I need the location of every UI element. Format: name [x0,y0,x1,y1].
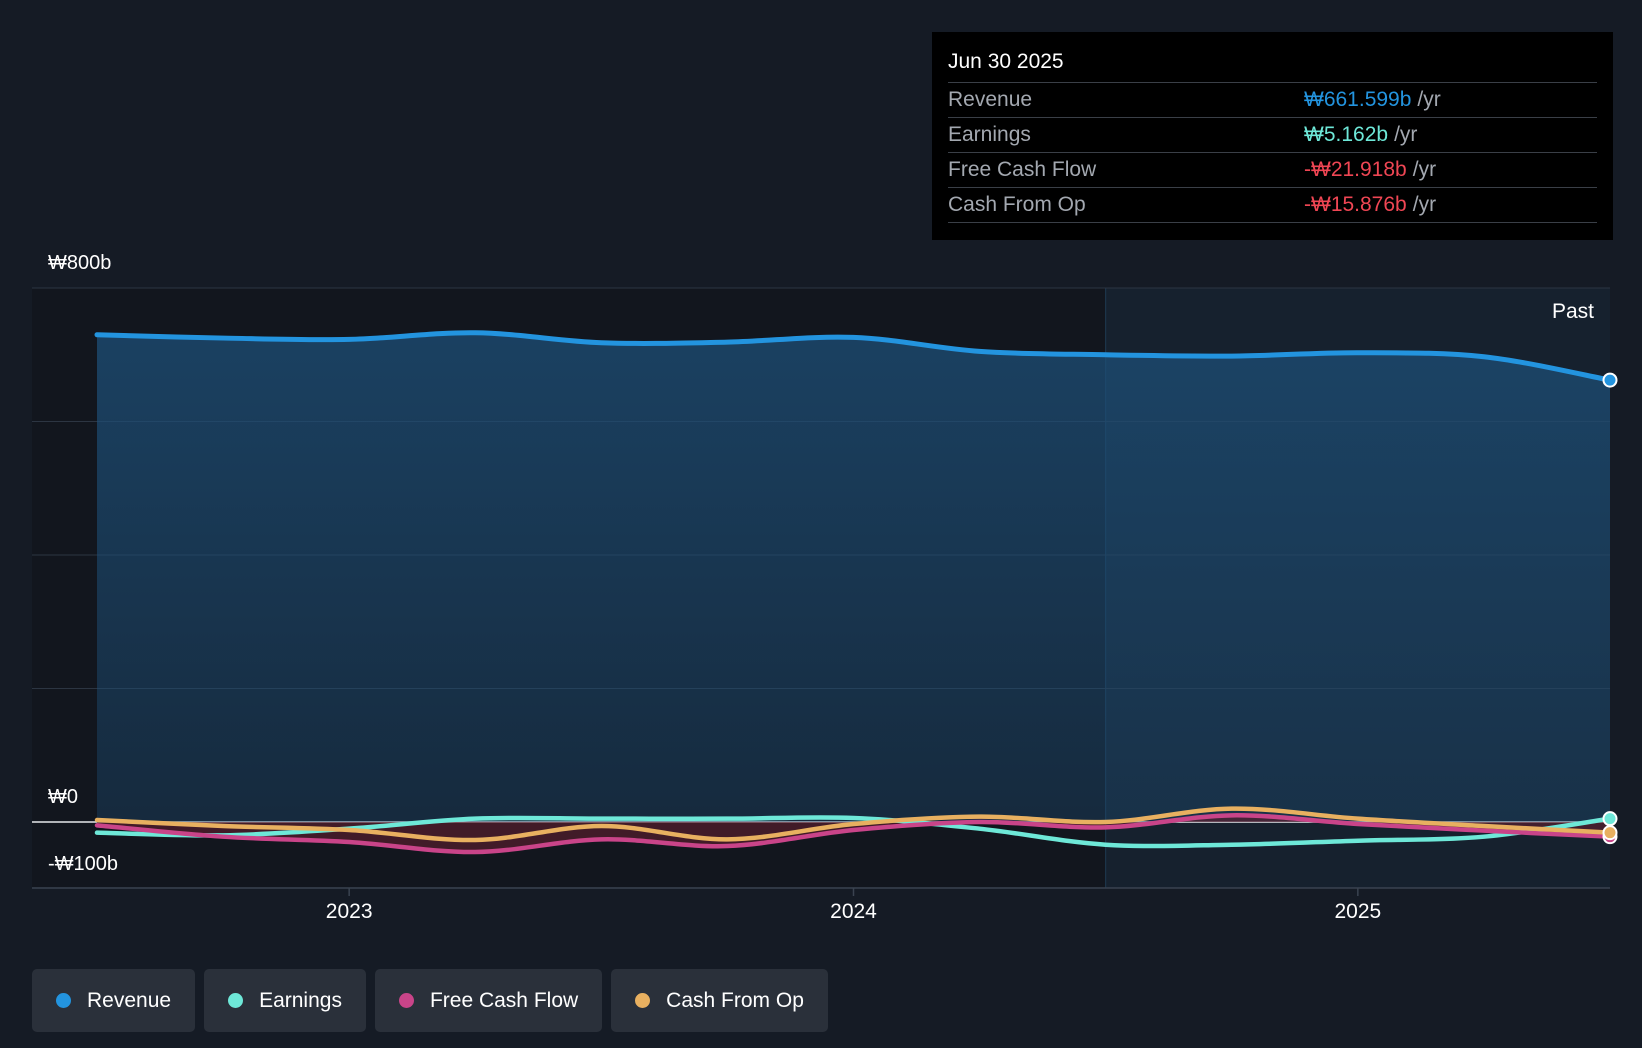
legend-label: Cash From Op [666,988,804,1012]
x-tick-label: 2023 [325,900,373,923]
y-tick-label-800: ₩800b [48,252,112,274]
end-marker-revenue [1602,372,1618,388]
end-markers [1602,372,1618,845]
legend-label: Revenue [87,988,172,1012]
cash-from-op-dot-icon [635,993,651,1008]
tooltip-row-value: ₩5.162b [1304,123,1389,146]
end-marker-cash-from-op [1602,825,1618,841]
tooltip-row-unit: /yr [1417,88,1441,111]
tooltip-row-revenue: Revenue ₩661.599b /yr [948,83,1597,118]
series-line-revenue [94,330,1613,383]
series-lines [94,330,1613,855]
tooltip-row-unit: /yr [1394,123,1418,146]
tooltip-row-earnings: Earnings ₩5.162b /yr [948,118,1597,153]
y-tick-label-0: ₩0 [48,786,78,808]
revenue-area [97,332,1610,822]
tooltip-row-cash-from-op: Cash From Op -₩15.876b /yr [948,188,1597,223]
tooltip-date: Jun 30 2025 [948,46,1597,83]
revenue-dot-icon [56,993,71,1008]
tooltip-row-value: -₩21.918b [1304,158,1407,181]
tooltip-row-unit: /yr [1412,158,1437,181]
tooltip-row-unit: /yr [1412,193,1437,216]
legend-item-cash-from-op[interactable]: Cash From Op [611,969,828,1032]
legend-item-free-cash-flow[interactable]: Free Cash Flow [374,969,603,1032]
tooltip-row-free-cash-flow: Free Cash Flow -₩21.918b /yr [948,153,1597,188]
tooltip-row-value: ₩661.599b [1304,88,1412,111]
tooltip-row-label: Free Cash Flow [948,158,1097,181]
earnings-dot-icon [228,993,244,1008]
free-cash-flow-dot-icon [398,993,414,1008]
series-line-cash-from-op [94,806,1613,843]
legend-label: Earnings [259,988,342,1012]
legend-label: Free Cash Flow [429,988,579,1012]
legend: Revenue Earnings Free Cash Flow Cash Fro… [32,969,828,1032]
end-marker-earnings [1602,811,1618,827]
tooltip-row-label: Revenue [948,88,1033,111]
past-label: Past [1551,300,1594,323]
x-tick-label: 2024 [830,900,877,923]
legend-item-earnings[interactable]: Earnings [204,969,366,1032]
tooltip-panel: Jun 30 2025 Revenue ₩661.599b /yr Earnin… [932,32,1613,240]
series-line-free-cash-flow [94,813,1613,855]
x-tick-label: 2025 [1334,900,1382,923]
tooltip-row-value: -₩15.876b [1304,193,1407,216]
y-tick-label-neg100: -₩100b [48,853,119,875]
tooltip-row-label: Earnings [948,123,1031,146]
tooltip-row-label: Cash From Op [948,193,1086,216]
free-cash-flow-area [97,815,1610,853]
legend-item-revenue[interactable]: Revenue [32,969,196,1032]
